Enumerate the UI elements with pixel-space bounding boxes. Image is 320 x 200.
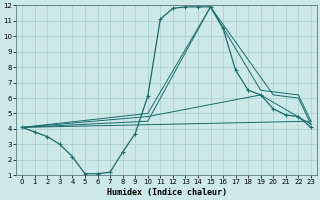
X-axis label: Humidex (Indice chaleur): Humidex (Indice chaleur) [107,188,227,197]
